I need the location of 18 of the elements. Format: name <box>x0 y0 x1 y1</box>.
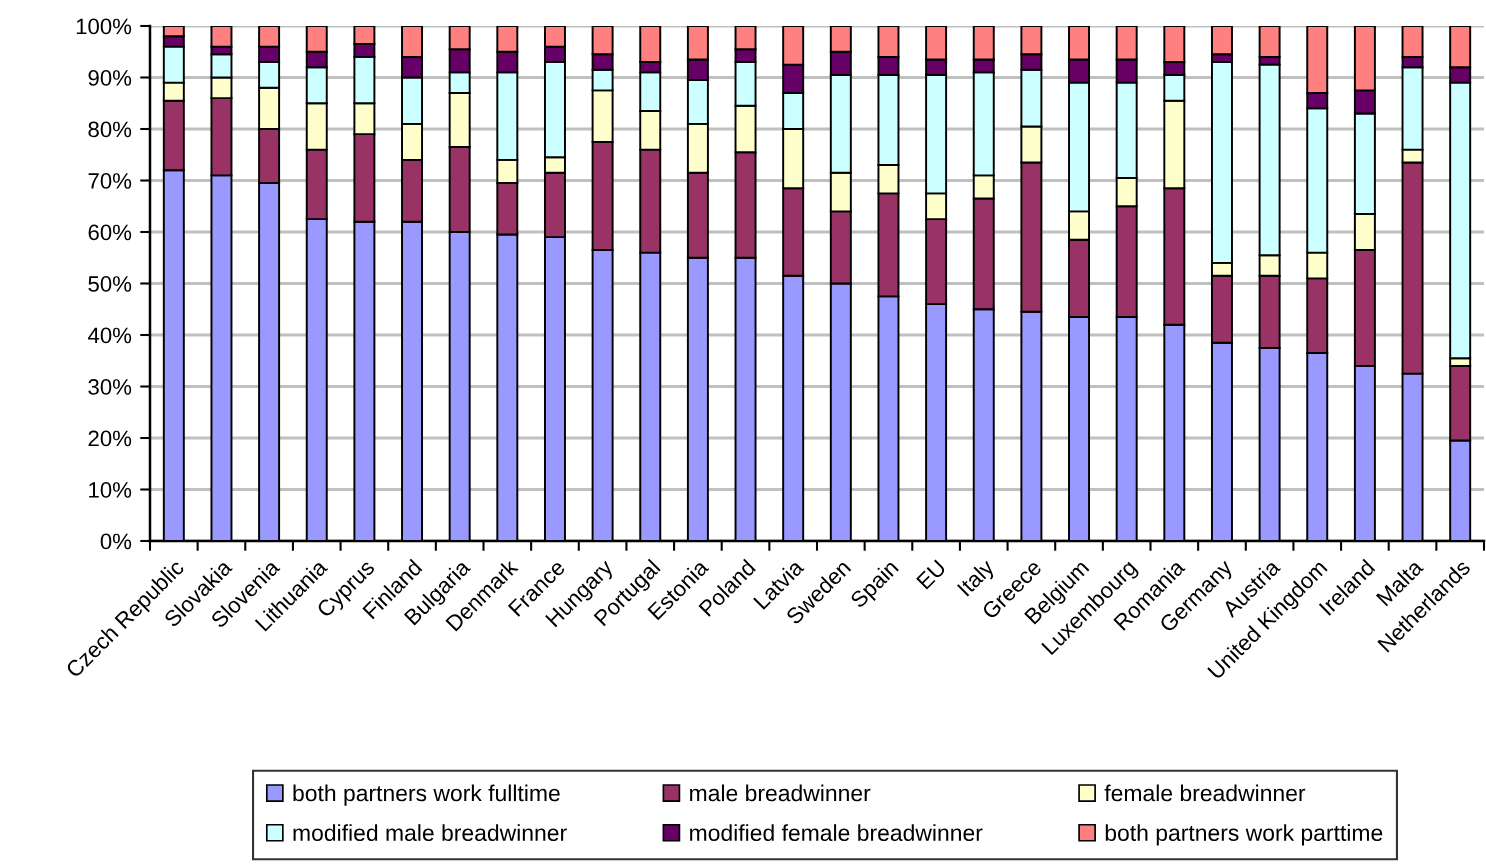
legend-label: modified female breadwinner <box>690 824 983 841</box>
y-tick-label: 100% <box>76 18 132 35</box>
y-tick-label: 20% <box>88 430 132 447</box>
y-tick-label: 60% <box>88 224 132 241</box>
x-tick-label: EU <box>916 559 947 590</box>
legend-label: male breadwinner <box>690 784 871 802</box>
legend-label: female breadwinner <box>1104 784 1306 802</box>
legend-label: modified male breadwinner <box>293 824 567 841</box>
y-tick-label: 50% <box>88 276 132 292</box>
y-tick-label: 70% <box>88 173 132 189</box>
y-tick-label: 30% <box>88 379 132 395</box>
legend-label: both partners work fulltime <box>293 784 560 806</box>
y-tick-label: 90% <box>88 70 132 86</box>
y-tick-label: 0% <box>100 533 132 550</box>
legend-label: both partners work parttime <box>1105 824 1383 846</box>
y-tick-label: 10% <box>89 482 132 498</box>
y-tick-label: 80% <box>88 121 132 138</box>
y-tick-label: 40% <box>87 327 132 344</box>
